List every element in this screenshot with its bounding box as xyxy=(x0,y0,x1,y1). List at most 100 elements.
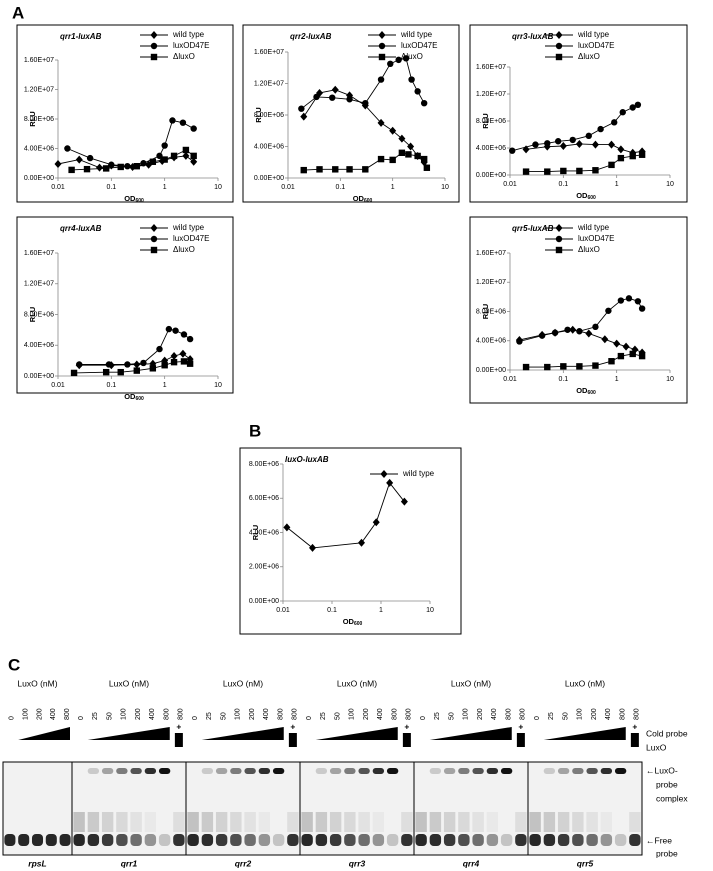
legend-marker xyxy=(378,42,386,50)
marker xyxy=(149,158,157,165)
free-probe-band xyxy=(315,834,328,846)
marker xyxy=(182,151,190,160)
marker xyxy=(509,147,516,154)
panel-label: C xyxy=(8,655,20,674)
gel-header: LuxO (nM) xyxy=(565,678,605,688)
y-tick-label: 0.00E+00 xyxy=(24,373,54,380)
lane-label: 800 xyxy=(391,708,398,720)
marker xyxy=(576,167,583,175)
legend-marker xyxy=(555,235,563,243)
y-tick-label: 4.00E+06 xyxy=(249,529,279,536)
marker xyxy=(387,60,394,68)
lane-label: 50 xyxy=(106,712,113,720)
marker xyxy=(316,166,323,173)
marker xyxy=(622,342,630,351)
y-tick-label: 0.00E+00 xyxy=(476,172,506,179)
x-tick-label: 0.01 xyxy=(281,184,295,191)
lane-label: 400 xyxy=(605,708,612,720)
lane-label: 800 xyxy=(505,708,512,720)
cold-probe-plus: + xyxy=(290,721,295,731)
legend-marker xyxy=(378,31,386,39)
smear xyxy=(215,812,228,832)
y-tick-label: 8.00E+06 xyxy=(476,308,506,315)
complex-band xyxy=(458,768,470,774)
y-tick-label: 6.00E+06 xyxy=(249,495,279,502)
marker xyxy=(377,118,385,127)
complex-label: complex xyxy=(656,793,688,803)
marker xyxy=(601,335,609,344)
marker xyxy=(172,327,179,334)
chart-title: qrr5-luxAB xyxy=(512,224,554,233)
x-tick-label: 10 xyxy=(441,184,449,191)
marker xyxy=(362,99,369,107)
marker xyxy=(156,345,163,353)
complex-band xyxy=(116,768,128,774)
legend-marker xyxy=(555,224,563,232)
x-axis-label-main: OD xyxy=(576,386,588,395)
x-tick-label: 0.1 xyxy=(335,184,345,191)
x-axis-label-main: OD xyxy=(124,194,136,203)
marker xyxy=(179,119,187,126)
smear xyxy=(230,812,242,832)
legend-label: wild type xyxy=(172,30,205,39)
marker xyxy=(569,136,576,144)
y-axis-label: RLU xyxy=(481,113,490,128)
free-probe-band xyxy=(600,834,613,846)
marker xyxy=(414,152,421,160)
series-line xyxy=(286,481,405,549)
y-axis-label: RLU xyxy=(28,307,37,322)
gel-lane-name: qrr3 xyxy=(349,858,366,868)
luxo-bar xyxy=(174,733,183,747)
marker xyxy=(634,101,642,109)
smear xyxy=(600,812,613,832)
x-axis-label-main: OD xyxy=(576,191,588,200)
cold-probe-plus: + xyxy=(518,721,523,731)
x-axis-label: OD600 xyxy=(576,386,596,396)
smear xyxy=(101,812,114,832)
marker xyxy=(591,140,599,149)
chart-frame xyxy=(16,216,234,394)
lane-label: 800 xyxy=(163,708,170,720)
marker xyxy=(395,56,402,64)
marker xyxy=(190,152,197,160)
smear xyxy=(529,812,541,832)
lane-label: 50 xyxy=(334,712,341,720)
complex-band xyxy=(158,768,171,774)
free-probe-band xyxy=(415,834,427,846)
legend-label: luxOD47E xyxy=(578,234,614,243)
luxo-bar xyxy=(516,733,525,747)
marker xyxy=(105,361,113,368)
gel-lane-name: qrr5 xyxy=(577,858,594,868)
x-tick-label: 0.01 xyxy=(503,376,517,383)
complex-band xyxy=(258,768,271,774)
lane-label: 0 xyxy=(306,716,313,720)
marker xyxy=(309,543,317,552)
free-probe-band xyxy=(572,834,584,846)
complex-band xyxy=(315,768,328,774)
smear xyxy=(116,812,128,832)
lane-label: 800 xyxy=(619,708,626,720)
marker xyxy=(597,125,604,133)
free-probe-band xyxy=(515,834,527,846)
marker xyxy=(402,55,410,62)
marker xyxy=(313,93,320,101)
complex-band xyxy=(543,768,556,774)
y-tick-label: 1.20E+07 xyxy=(24,281,54,288)
chart-title: luxO-luxAB xyxy=(285,455,329,464)
free-probe-band xyxy=(18,834,30,846)
chart-frame xyxy=(239,447,462,635)
lane-label: 200 xyxy=(477,708,484,720)
marker xyxy=(407,142,415,151)
marker xyxy=(560,363,567,370)
complex-band xyxy=(144,768,157,774)
free-probe-band xyxy=(372,834,385,846)
marker xyxy=(298,105,305,112)
y-tick-label: 8.00E+06 xyxy=(24,116,54,123)
marker xyxy=(414,88,421,95)
smear xyxy=(344,812,356,832)
lane-label: 100 xyxy=(23,708,30,720)
marker xyxy=(398,134,406,143)
marker xyxy=(133,360,141,369)
free-probe-band xyxy=(45,834,57,846)
x-tick-label: 1 xyxy=(615,181,619,188)
